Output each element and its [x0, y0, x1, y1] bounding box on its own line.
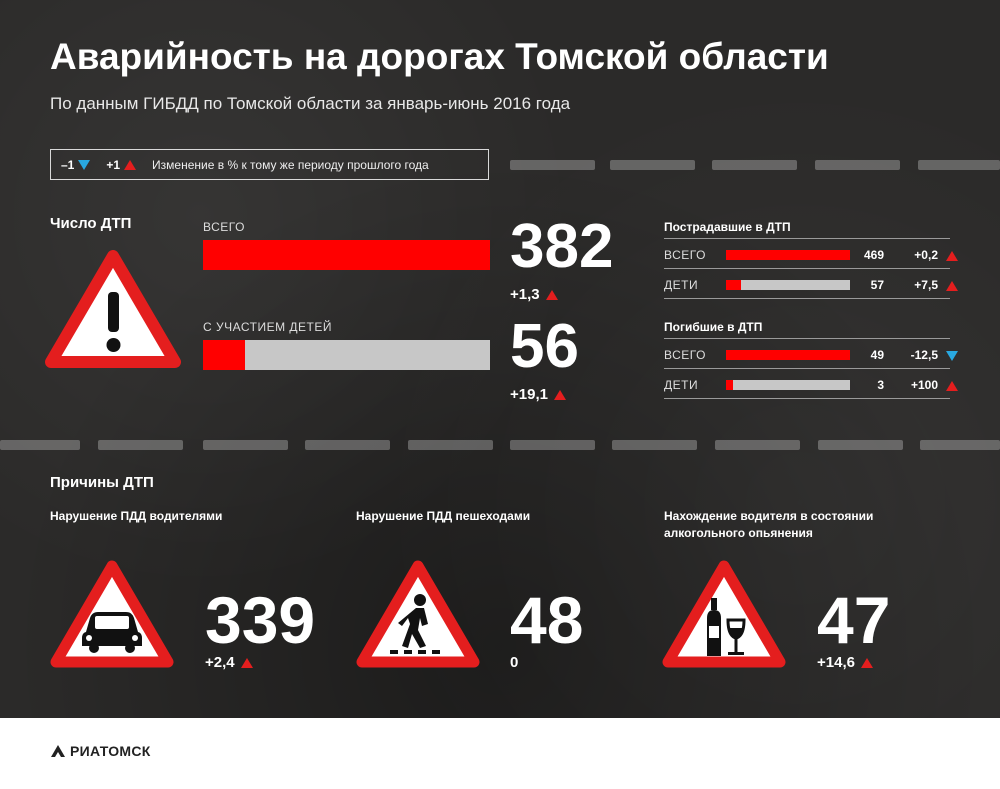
- accidents-children-change: +19,1: [510, 386, 566, 403]
- page-subtitle: По данным ГИБДД по Томской области за ян…: [50, 94, 571, 113]
- accidents-total-change: +1,3: [510, 286, 558, 303]
- road-marking: [612, 440, 697, 450]
- brand-mark-icon: [51, 745, 65, 757]
- killed-total-bar: [726, 350, 850, 360]
- road-marking: [918, 160, 1000, 170]
- infographic-canvas: Аварийность на дорогах Томской области П…: [0, 0, 1000, 718]
- injured-total-label: ВСЕГО: [664, 248, 706, 262]
- triangle-up-icon: [946, 280, 958, 291]
- legend: –1 +1 Изменение в % к тому же периоду пр…: [50, 149, 489, 180]
- road-marking: [510, 160, 595, 170]
- injured-children-bar-fill: [726, 280, 741, 290]
- cause-drivers-change-value: +2,4: [205, 654, 235, 671]
- killed-total-change: -12,5: [910, 348, 938, 362]
- triangle-up-icon: [124, 159, 137, 170]
- injured-total-change: +0,2: [914, 248, 938, 262]
- injured-total-row: ВСЕГО 469 +0,2: [664, 248, 962, 262]
- brand-logo[interactable]: РИАТОМСК: [50, 743, 151, 759]
- cause-pedestrians-change: 0: [510, 654, 519, 671]
- legend-positive-label: +1: [106, 157, 121, 172]
- injured-total-bar: [726, 250, 850, 260]
- road-marking: [920, 440, 1000, 450]
- injured-total-value: 469: [863, 248, 884, 262]
- accidents-children-change-value: +19,1: [510, 386, 548, 403]
- injured-children-change: +7,5: [914, 278, 938, 292]
- killed-total-bar-fill: [726, 350, 850, 360]
- cause-alcohol-value: 47: [817, 583, 891, 657]
- killed-heading: Погибшие в ДТП: [664, 320, 763, 334]
- killed-total-value: 49: [870, 348, 884, 362]
- killed-children-row: ДЕТИ 3 +100: [664, 378, 962, 392]
- accidents-total-change-value: +1,3: [510, 286, 540, 303]
- injured-children-bar: [726, 280, 850, 290]
- road-marking: [818, 440, 903, 450]
- road-marking: [715, 440, 800, 450]
- alcohol-icon: [662, 560, 786, 668]
- road-marking: [510, 440, 595, 450]
- accidents-heading: Число ДТП: [50, 215, 132, 232]
- triangle-up-icon: [545, 290, 558, 301]
- accidents-children-bar: [203, 340, 490, 370]
- cause-pedestrians-value: 48: [510, 583, 584, 657]
- divider: [664, 268, 950, 269]
- triangle-up-icon: [946, 250, 958, 261]
- triangle-down-icon: [946, 350, 958, 361]
- warning-sign-icon: [45, 250, 181, 368]
- road-marking: [815, 160, 900, 170]
- car-icon: [50, 560, 174, 668]
- cause-alcohol-change-value: +14,6: [817, 654, 855, 671]
- accidents-children-bar-fill: [203, 340, 246, 370]
- road-marking: [203, 440, 288, 450]
- triangle-up-icon: [553, 390, 566, 401]
- cause-drivers-change: +2,4: [205, 654, 253, 671]
- cause-alcohol-change: +14,6: [817, 654, 873, 671]
- road-marking: [0, 440, 80, 450]
- divider: [664, 298, 950, 299]
- cause-pedestrians-label: Нарушение ПДД пешеходами: [356, 509, 531, 523]
- road-marking: [305, 440, 390, 450]
- accidents-total-label: ВСЕГО: [203, 220, 245, 234]
- road-marking: [712, 160, 797, 170]
- killed-children-bar: [726, 380, 850, 390]
- cause-drivers-value: 339: [205, 583, 316, 657]
- triangle-up-icon: [240, 658, 253, 669]
- injured-children-row: ДЕТИ 57 +7,5: [664, 278, 962, 292]
- causes-heading: Причины ДТП: [50, 474, 154, 491]
- road-marking: [98, 440, 183, 450]
- accidents-total-bar: [203, 240, 490, 270]
- triangle-up-icon: [946, 380, 958, 391]
- page-title: Аварийность на дорогах Томской области: [50, 36, 829, 77]
- killed-children-bar-fill: [726, 380, 734, 390]
- divider: [664, 398, 950, 399]
- injured-children-value: 57: [870, 278, 884, 292]
- legend-description: Изменение в % к тому же периоду прошлого…: [152, 157, 429, 172]
- accidents-total-bar-fill: [203, 240, 490, 270]
- road-marking: [408, 440, 493, 450]
- killed-children-value: 3: [877, 378, 884, 392]
- triangle-up-icon: [860, 658, 873, 669]
- injured-children-label: ДЕТИ: [664, 278, 699, 292]
- divider: [664, 238, 950, 239]
- accidents-children-value: 56: [510, 312, 579, 381]
- footer: [0, 718, 1000, 789]
- injured-heading: Пострадавшие в ДТП: [664, 220, 791, 234]
- triangle-down-icon: [78, 159, 91, 170]
- brand-name: РИАТОМСК: [70, 743, 151, 759]
- divider: [664, 338, 950, 339]
- legend-negative-label: –1: [61, 157, 75, 172]
- killed-children-label: ДЕТИ: [664, 378, 699, 392]
- killed-total-label: ВСЕГО: [664, 348, 706, 362]
- injured-total-bar-fill: [726, 250, 850, 260]
- killed-children-change: +100: [910, 378, 938, 392]
- pedestrian-icon: [356, 560, 480, 668]
- road-marking: [610, 160, 695, 170]
- accidents-total-value: 382: [510, 212, 614, 281]
- cause-drivers-label: Нарушение ПДД водителями: [50, 509, 223, 523]
- cause-alcohol-label: Нахождение водителя в состоянии алкоголь…: [664, 509, 874, 540]
- divider: [664, 368, 950, 369]
- killed-total-row: ВСЕГО 49 -12,5: [664, 348, 962, 362]
- accidents-children-label: С УЧАСТИЕМ ДЕТЕЙ: [203, 320, 333, 334]
